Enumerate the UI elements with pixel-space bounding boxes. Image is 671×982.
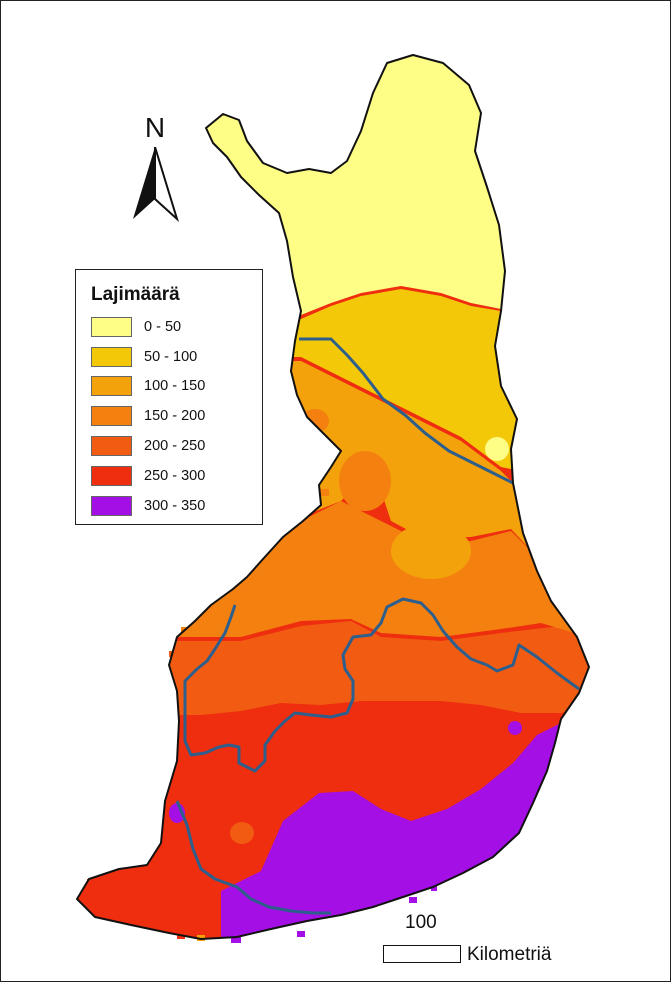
legend-item: 0 - 50 — [91, 312, 262, 342]
legend-label: 250 - 300 — [144, 467, 206, 484]
north-arrow: N — [129, 113, 181, 223]
legend-swatch — [91, 436, 132, 457]
legend-item: 300 - 350 — [91, 491, 262, 521]
legend-item: 250 - 300 — [91, 461, 262, 491]
legend-swatch — [91, 376, 132, 397]
legend-label: 150 - 200 — [144, 408, 206, 425]
zone-200-250-blob-sw — [230, 822, 254, 844]
legend-label: 300 - 350 — [144, 497, 206, 514]
finland-coastline — [76, 54, 590, 940]
legend-swatch — [91, 495, 132, 516]
legend-item: 200 - 250 — [91, 431, 262, 461]
zone-150-200-blob-center — [339, 451, 391, 511]
north-letter: N — [144, 112, 166, 143]
legend-swatch — [91, 316, 132, 337]
zone-200-250 — [77, 621, 589, 715]
legend-swatch — [91, 406, 132, 427]
legend-title: Lajimäärä — [91, 284, 180, 305]
map-legend: Lajimäärä 0 - 50 50 - 100 100 - 150 150 … — [75, 269, 263, 525]
zone-0-50-blob-east — [485, 437, 509, 461]
region-boundary-lines — [175, 337, 580, 915]
legend-item: 150 - 200 — [91, 401, 262, 431]
scale-bar — [383, 945, 461, 963]
legend-swatch — [91, 465, 132, 486]
legend-label: 200 - 250 — [144, 438, 206, 455]
legend-label: 0 - 50 — [144, 318, 182, 335]
legend-label: 100 - 150 — [144, 378, 206, 395]
legend-item: 100 - 150 — [91, 372, 262, 402]
zone-300-350-blob-east — [508, 721, 522, 735]
legend-item: 50 - 100 — [91, 342, 262, 372]
scale-value: 100 — [405, 912, 437, 933]
scale-unit: Kilometriä — [467, 944, 552, 965]
zone-100-150-blob-south — [391, 523, 471, 579]
legend-label: 50 - 100 — [144, 348, 198, 365]
legend-swatch — [91, 346, 132, 367]
north-arrow-icon — [133, 147, 180, 223]
